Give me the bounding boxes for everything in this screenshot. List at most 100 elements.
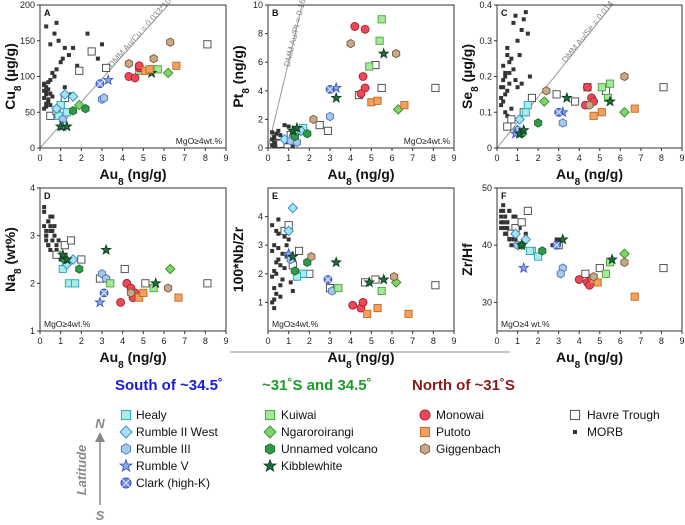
x-tick-label: 0 — [265, 153, 270, 163]
y-tick-label: 3 — [30, 231, 35, 241]
point-morb — [511, 237, 516, 242]
point-morb — [48, 247, 53, 252]
point-havre — [102, 63, 111, 72]
point-morb — [505, 226, 510, 231]
y-tick-label: 30 — [482, 297, 492, 307]
legend-label-ngararoirangi: Ngaroroirangi — [281, 425, 354, 439]
panel-c: DMM Au/Se = 0.014 0 1 2 3 4 5 6 7 8 9 0 0.1 0.2 0.3 0.4… — [459, 0, 685, 188]
point-morb — [274, 141, 279, 146]
point-havre — [315, 121, 324, 130]
point-morb — [276, 246, 281, 251]
point-monowai — [358, 297, 368, 307]
point-unnamed — [75, 264, 84, 274]
mgo-annotation: MgO≥4 wt.% — [501, 319, 550, 329]
point-morb — [274, 271, 279, 276]
point-morb — [274, 144, 279, 148]
point-rumble2w — [67, 91, 79, 102]
point-morb — [286, 237, 291, 242]
y-tick-label: 0 — [487, 143, 492, 153]
point-havre — [377, 83, 386, 92]
point-morb — [511, 20, 516, 25]
legend-marker-kibblewhite — [262, 458, 278, 473]
point-kibblewhite — [286, 250, 299, 262]
point-clark — [323, 275, 333, 284]
y-tick-label: 1 — [30, 326, 35, 336]
point-havre — [659, 264, 668, 273]
x-tick-label: 8 — [659, 336, 664, 346]
x-tick-label: 4 — [348, 336, 353, 346]
y-axis-label: Pt8 (ng/g) — [230, 45, 252, 107]
legend-marker-ngararoirangi — [263, 425, 277, 439]
point-putoto — [630, 292, 639, 301]
point-putoto — [139, 288, 148, 297]
point-morb — [270, 300, 275, 305]
legend-label-clark: Clark (high-K) — [136, 476, 210, 490]
point-havre — [527, 93, 536, 102]
x-axis-label: Au8 (ng/g) — [328, 166, 395, 188]
point-morb — [507, 81, 512, 86]
point-havre — [203, 279, 212, 288]
panel-letter: D — [44, 191, 51, 201]
y-tick-label: 50 — [482, 183, 492, 193]
point-monowai — [116, 297, 126, 307]
x-axis-label: Au8 (ng/g) — [100, 166, 167, 188]
point-morb — [272, 297, 277, 302]
point-kuiwai — [377, 15, 386, 24]
panel-e: 0 1 2 3 4 5 6 7 8 9 1 2 3 4 E MgO≥4wt.% Au8 (ng/g) 100*Nb… — [230, 187, 457, 371]
point-morb — [274, 260, 279, 265]
panel-letter: E — [272, 191, 278, 201]
point-havre — [517, 218, 526, 227]
point-healy — [534, 252, 543, 261]
point-havre — [66, 236, 76, 245]
point-morb — [278, 294, 283, 299]
point-rumble5 — [102, 73, 115, 86]
point-morb — [54, 20, 59, 25]
x-tick-label: 6 — [161, 153, 166, 163]
x-tick-label: 1 — [515, 336, 520, 346]
x-tick-label: 4 — [577, 153, 582, 163]
x-tick-label: 5 — [369, 153, 374, 163]
x-axis-label: Au8 (ng/g) — [328, 349, 395, 371]
legend-marker-giggenbach — [419, 443, 431, 455]
point-morb — [527, 74, 532, 79]
point-kuiwai — [365, 62, 374, 71]
point-monowai — [134, 61, 144, 71]
legend-heading: South of ~34.5˚ — [115, 377, 223, 394]
y-tick-label: 0.2 — [479, 72, 492, 82]
legend-marker-unnamed — [264, 443, 276, 455]
point-giggenbach — [164, 283, 173, 293]
y-tick-label: 1 — [258, 297, 263, 307]
y-tick-label: 4 — [258, 86, 263, 96]
x-tick-label: 3 — [99, 153, 104, 163]
x-tick-label: 2 — [307, 336, 312, 346]
panel-a: DMM Au/Cu = 0.033*103 0 1 2 3 4 5 6 7 8 9 0 50 100 150… — [2, 0, 229, 188]
north-letter: N — [95, 416, 105, 431]
point-unnamed — [290, 266, 299, 276]
point-rumble3 — [325, 111, 335, 122]
point-havre — [46, 111, 55, 120]
x-tick-label: 2 — [307, 153, 312, 163]
y-tick-label: 4 — [30, 183, 35, 193]
point-kuiwai — [375, 36, 384, 45]
point-morb — [278, 283, 283, 288]
point-morb — [501, 226, 506, 231]
point-kibblewhite — [330, 256, 343, 268]
point-kuiwai — [153, 65, 162, 74]
legend-column-4: Havre Trough MORB — [569, 408, 660, 439]
point-giggenbach — [346, 38, 355, 49]
x-tick-label: 8 — [659, 153, 664, 163]
point-clark — [552, 240, 562, 250]
point-morb — [507, 70, 512, 75]
panel-letter: A — [44, 8, 51, 18]
legend-label-havre: Havre Trough — [587, 408, 660, 422]
data-points — [42, 205, 212, 308]
x-tick-label: 8 — [203, 153, 208, 163]
panel-letter: F — [501, 191, 507, 201]
point-morb — [499, 214, 504, 219]
point-morb — [58, 60, 63, 65]
panel-letter: B — [272, 8, 279, 18]
point-morb — [274, 228, 279, 233]
point-kibblewhite — [556, 233, 569, 245]
point-giggenbach — [589, 272, 598, 282]
